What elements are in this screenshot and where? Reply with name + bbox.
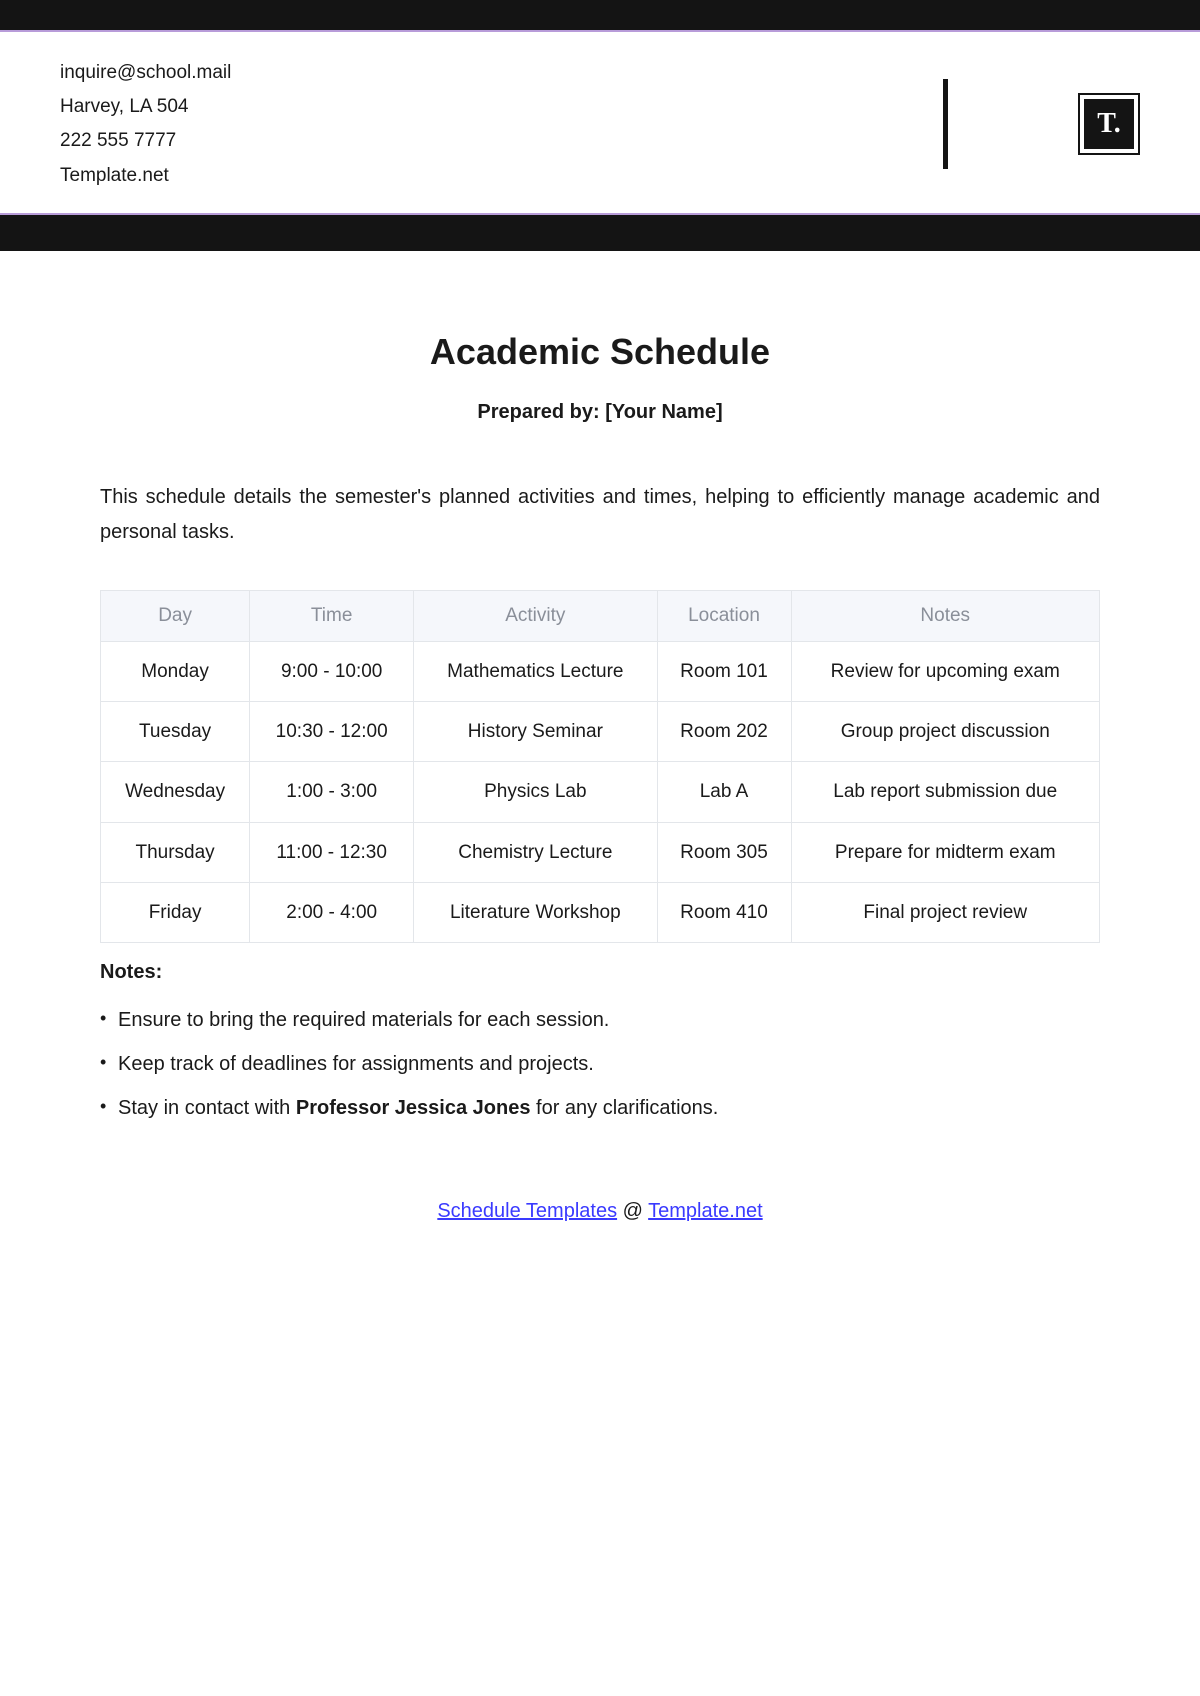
table-header-cell: Time <box>250 590 414 641</box>
table-cell: Room 202 <box>657 702 791 762</box>
table-row: Friday2:00 - 4:00Literature WorkshopRoom… <box>101 883 1100 943</box>
table-cell: 2:00 - 4:00 <box>250 883 414 943</box>
footer-link-site[interactable]: Template.net <box>648 1200 763 1222</box>
table-cell: 10:30 - 12:00 <box>250 702 414 762</box>
page-title: Academic Schedule <box>100 331 1100 373</box>
table-cell: Wednesday <box>101 762 250 822</box>
table-cell: History Seminar <box>414 702 657 762</box>
note-bold: Professor Jessica Jones <box>296 1097 531 1119</box>
table-row: Wednesday1:00 - 3:00Physics LabLab ALab … <box>101 762 1100 822</box>
list-item: Stay in contact with Professor Jessica J… <box>100 1086 1100 1130</box>
table-cell: 11:00 - 12:30 <box>250 822 414 882</box>
vertical-divider <box>943 79 948 169</box>
table-cell: Lab report submission due <box>791 762 1100 822</box>
table-cell: Tuesday <box>101 702 250 762</box>
table-cell: Literature Workshop <box>414 883 657 943</box>
table-row: Tuesday10:30 - 12:00History SeminarRoom … <box>101 702 1100 762</box>
contact-address: Harvey, LA 504 <box>60 90 231 124</box>
notes-list: Ensure to bring the required materials f… <box>100 998 1100 1130</box>
schedule-table: DayTimeActivityLocationNotes Monday9:00 … <box>100 590 1100 944</box>
table-body: Monday9:00 - 10:00Mathematics LectureRoo… <box>101 641 1100 943</box>
table-cell: Physics Lab <box>414 762 657 822</box>
description: This schedule details the semester's pla… <box>100 480 1100 550</box>
table-cell: Chemistry Lecture <box>414 822 657 882</box>
table-cell: Friday <box>101 883 250 943</box>
header-right: T. <box>943 79 1140 169</box>
contact-phone: 222 555 7777 <box>60 124 231 158</box>
table-cell: Room 101 <box>657 641 791 701</box>
logo: T. <box>1078 93 1140 155</box>
table-cell: 9:00 - 10:00 <box>250 641 414 701</box>
table-cell: Thursday <box>101 822 250 882</box>
contact-website: Template.net <box>60 159 231 193</box>
top-bar <box>0 0 1200 30</box>
table-cell: Room 410 <box>657 883 791 943</box>
table-cell: Mathematics Lecture <box>414 641 657 701</box>
table-header-cell: Activity <box>414 590 657 641</box>
table-header-cell: Location <box>657 590 791 641</box>
note-text: Stay in contact with <box>118 1097 296 1119</box>
table-cell: Room 305 <box>657 822 791 882</box>
table-cell: 1:00 - 3:00 <box>250 762 414 822</box>
table-header-cell: Notes <box>791 590 1100 641</box>
prepared-by: Prepared by: [Your Name] <box>100 401 1100 424</box>
table-cell: Final project review <box>791 883 1100 943</box>
table-cell: Group project discussion <box>791 702 1100 762</box>
content: Academic Schedule Prepared by: [Your Nam… <box>0 251 1200 1264</box>
table-header-row: DayTimeActivityLocationNotes <box>101 590 1100 641</box>
contact-info: inquire@school.mail Harvey, LA 504 222 5… <box>60 56 231 193</box>
table-cell: Monday <box>101 641 250 701</box>
note-text: for any clarifications. <box>530 1097 718 1119</box>
footer: Schedule Templates @ Template.net <box>100 1200 1100 1223</box>
table-cell: Prepare for midterm exam <box>791 822 1100 882</box>
table-cell: Lab A <box>657 762 791 822</box>
prepared-by-value: [Your Name] <box>605 401 722 423</box>
table-row: Thursday11:00 - 12:30Chemistry LectureRo… <box>101 822 1100 882</box>
header: inquire@school.mail Harvey, LA 504 222 5… <box>0 32 1200 213</box>
table-cell: Review for upcoming exam <box>791 641 1100 701</box>
notes-heading: Notes: <box>100 961 1100 984</box>
logo-text: T. <box>1084 99 1134 149</box>
footer-link-templates[interactable]: Schedule Templates <box>437 1200 617 1222</box>
table-header-cell: Day <box>101 590 250 641</box>
note-text: Ensure to bring the required materials f… <box>118 1009 609 1031</box>
black-bar <box>0 215 1200 251</box>
note-text: Keep track of deadlines for assignments … <box>118 1053 594 1075</box>
prepared-by-label: Prepared by: <box>477 401 605 423</box>
table-row: Monday9:00 - 10:00Mathematics LectureRoo… <box>101 641 1100 701</box>
list-item: Keep track of deadlines for assignments … <box>100 1042 1100 1086</box>
list-item: Ensure to bring the required materials f… <box>100 998 1100 1042</box>
contact-email: inquire@school.mail <box>60 56 231 90</box>
footer-at: @ <box>617 1200 648 1222</box>
